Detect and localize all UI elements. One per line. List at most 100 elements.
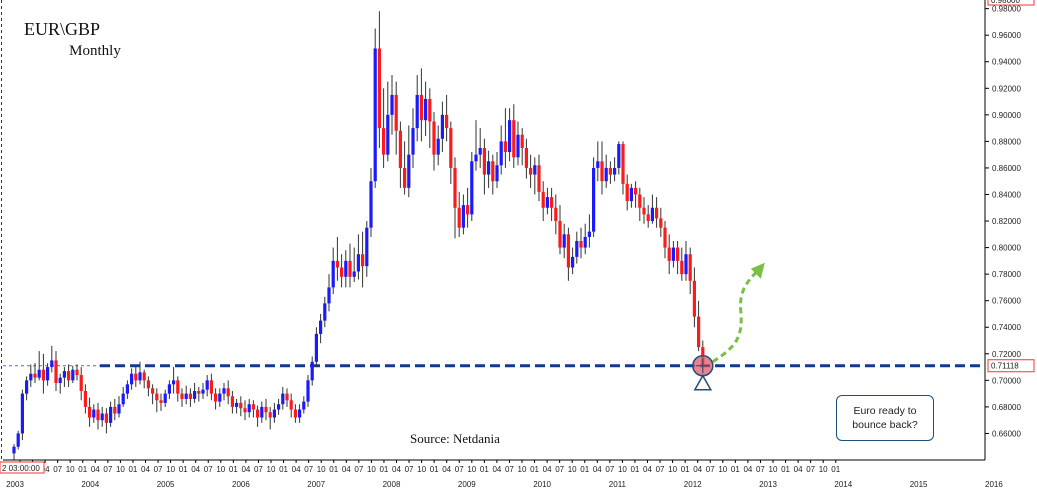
candle bbox=[33, 363, 37, 384]
x-tick-label: 10 bbox=[819, 465, 828, 474]
candle bbox=[289, 393, 293, 418]
candle bbox=[516, 121, 520, 166]
candle bbox=[550, 187, 554, 222]
candle-body bbox=[310, 361, 314, 381]
y-tick-label: 0.76000 bbox=[992, 297, 1021, 306]
candle bbox=[411, 108, 415, 168]
candle-body bbox=[92, 409, 96, 418]
year-label: 2009 bbox=[458, 480, 476, 489]
candle bbox=[361, 231, 365, 288]
candle bbox=[247, 398, 251, 418]
candle bbox=[625, 174, 629, 211]
candle-body bbox=[256, 409, 260, 418]
x-tick-label: 10 bbox=[367, 465, 376, 474]
candle-body bbox=[285, 393, 289, 401]
y-tick-label: 0.70000 bbox=[992, 376, 1021, 385]
x-tick-label: 07 bbox=[254, 465, 263, 474]
candle bbox=[676, 240, 680, 275]
year-label: 2006 bbox=[232, 480, 250, 489]
candle-body bbox=[697, 316, 701, 348]
candle bbox=[545, 187, 549, 215]
x-tick-label: 01 bbox=[831, 465, 840, 474]
y-tick-label: 0.84000 bbox=[992, 190, 1021, 199]
candle bbox=[348, 243, 352, 288]
candle-body bbox=[37, 369, 41, 378]
x-tick-label: 07 bbox=[405, 465, 414, 474]
candle-body bbox=[201, 389, 205, 394]
candle bbox=[71, 365, 75, 384]
candle-body bbox=[621, 144, 625, 184]
candle bbox=[264, 398, 268, 421]
year-label: 2014 bbox=[834, 480, 852, 489]
candle-body bbox=[184, 393, 188, 399]
candle bbox=[592, 157, 596, 237]
candle-body bbox=[226, 388, 230, 397]
candle bbox=[104, 408, 108, 434]
candle bbox=[671, 240, 675, 268]
candle bbox=[646, 205, 650, 228]
x-tick-label: 01 bbox=[78, 465, 87, 474]
x-tick-label: 07 bbox=[555, 465, 564, 474]
candle-body bbox=[209, 380, 213, 394]
candle-body bbox=[579, 240, 583, 248]
candle-body bbox=[432, 121, 436, 155]
candle bbox=[394, 81, 398, 155]
candle-body bbox=[298, 409, 302, 418]
callout-box: Euro ready to bounce back? bbox=[836, 395, 934, 441]
candle-body bbox=[142, 372, 146, 381]
candle bbox=[529, 154, 533, 188]
candle-body bbox=[151, 388, 155, 394]
candle bbox=[533, 157, 537, 195]
candle bbox=[142, 369, 146, 389]
candle-body bbox=[638, 194, 642, 208]
x-tick-label: 01 bbox=[229, 465, 238, 474]
candle bbox=[54, 351, 58, 391]
candle bbox=[285, 388, 289, 407]
candle bbox=[386, 81, 390, 162]
candle-body bbox=[344, 260, 348, 277]
candle bbox=[20, 389, 24, 441]
candle bbox=[281, 386, 285, 410]
candle bbox=[205, 375, 209, 397]
candle-body bbox=[83, 390, 87, 407]
x-tick-label: 04 bbox=[643, 465, 652, 474]
candle bbox=[138, 361, 142, 385]
y-tick-label: 0.82000 bbox=[992, 217, 1021, 226]
candle-body bbox=[277, 404, 281, 410]
x-tick-label: 04 bbox=[141, 465, 150, 474]
candle bbox=[587, 214, 591, 248]
candle-body bbox=[293, 409, 297, 418]
candle bbox=[146, 376, 150, 397]
candle bbox=[562, 223, 566, 259]
candle-body bbox=[20, 393, 24, 434]
candle bbox=[634, 181, 638, 208]
candle-body bbox=[335, 260, 339, 268]
candle bbox=[629, 183, 633, 208]
candle-body bbox=[394, 94, 398, 131]
x-tick-label: 01 bbox=[329, 465, 338, 474]
candles-group bbox=[12, 11, 705, 460]
candle-body bbox=[377, 48, 381, 129]
bounce-arrow bbox=[711, 269, 759, 364]
candle-body bbox=[79, 375, 83, 391]
x-tick-label: 07 bbox=[806, 465, 815, 474]
candle-body bbox=[478, 148, 482, 155]
candle bbox=[125, 380, 129, 399]
candle bbox=[62, 367, 66, 387]
candle-body bbox=[369, 181, 373, 228]
candle-body bbox=[361, 254, 365, 267]
candle-body bbox=[415, 94, 419, 129]
candle-body bbox=[155, 393, 159, 401]
candle bbox=[197, 386, 201, 402]
support-line-group: 0.71118 bbox=[3, 359, 1035, 373]
x-tick-label: 01 bbox=[681, 465, 690, 474]
candle bbox=[415, 75, 419, 142]
candle bbox=[184, 385, 188, 405]
year-label: 2010 bbox=[533, 480, 551, 489]
candle-body bbox=[167, 384, 171, 394]
x-tick-label: 07 bbox=[154, 465, 163, 474]
x-tick-label: 01 bbox=[580, 465, 589, 474]
x-axis: 1001040710010407100104071001040710010407… bbox=[0, 459, 1003, 489]
x-tick-label: 07 bbox=[756, 465, 765, 474]
candle-body bbox=[247, 404, 251, 413]
